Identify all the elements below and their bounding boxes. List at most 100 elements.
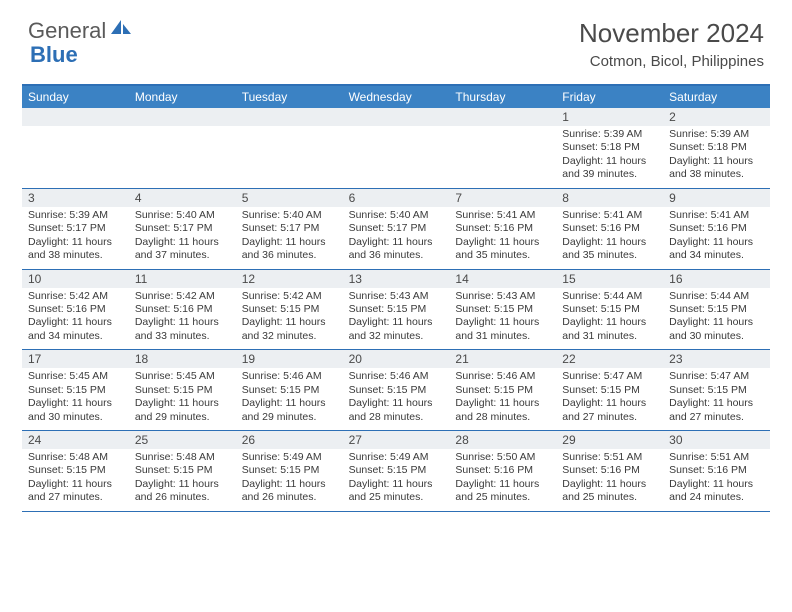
calendar-table: Sunday Monday Tuesday Wednesday Thursday… [22, 84, 770, 512]
day-number-band: 24252627282930 [22, 431, 770, 449]
day-number [343, 108, 450, 126]
day-number: 30 [663, 431, 770, 449]
day-number: 18 [129, 350, 236, 368]
day-cell [449, 126, 556, 188]
day-number: 1 [556, 108, 663, 126]
brand-sail-icon [110, 18, 132, 41]
daylight-text: Daylight: 11 hours and 25 minutes. [349, 478, 444, 505]
sunrise-text: Sunrise: 5:44 AM [669, 290, 764, 303]
sunset-text: Sunset: 5:16 PM [562, 222, 657, 235]
day-number: 2 [663, 108, 770, 126]
sunset-text: Sunset: 5:18 PM [562, 141, 657, 154]
sunset-text: Sunset: 5:15 PM [242, 303, 337, 316]
sunset-text: Sunset: 5:15 PM [669, 384, 764, 397]
weekday-header: Friday [556, 86, 663, 108]
sunrise-text: Sunrise: 5:44 AM [562, 290, 657, 303]
sunset-text: Sunset: 5:16 PM [562, 464, 657, 477]
sunset-text: Sunset: 5:15 PM [28, 464, 123, 477]
day-cell: Sunrise: 5:41 AMSunset: 5:16 PMDaylight:… [449, 207, 556, 269]
day-number: 5 [236, 189, 343, 207]
daylight-text: Daylight: 11 hours and 30 minutes. [28, 397, 123, 424]
sunset-text: Sunset: 5:16 PM [135, 303, 230, 316]
day-number: 15 [556, 270, 663, 288]
day-cell: Sunrise: 5:46 AMSunset: 5:15 PMDaylight:… [449, 368, 556, 430]
daylight-text: Daylight: 11 hours and 30 minutes. [669, 316, 764, 343]
weekday-header: Thursday [449, 86, 556, 108]
week-row: 10111213141516Sunrise: 5:42 AMSunset: 5:… [22, 270, 770, 351]
sunset-text: Sunset: 5:16 PM [669, 464, 764, 477]
day-number: 16 [663, 270, 770, 288]
daylight-text: Daylight: 11 hours and 28 minutes. [455, 397, 550, 424]
sunset-text: Sunset: 5:15 PM [28, 384, 123, 397]
day-cell: Sunrise: 5:49 AMSunset: 5:15 PMDaylight:… [236, 449, 343, 511]
daylight-text: Daylight: 11 hours and 25 minutes. [455, 478, 550, 505]
day-number: 29 [556, 431, 663, 449]
day-cell: Sunrise: 5:48 AMSunset: 5:15 PMDaylight:… [129, 449, 236, 511]
sunset-text: Sunset: 5:15 PM [349, 303, 444, 316]
sunrise-text: Sunrise: 5:42 AM [242, 290, 337, 303]
week-row: 3456789Sunrise: 5:39 AMSunset: 5:17 PMDa… [22, 189, 770, 270]
sunset-text: Sunset: 5:15 PM [242, 464, 337, 477]
day-number: 17 [22, 350, 129, 368]
sunrise-text: Sunrise: 5:42 AM [28, 290, 123, 303]
day-cell: Sunrise: 5:40 AMSunset: 5:17 PMDaylight:… [343, 207, 450, 269]
daylight-text: Daylight: 11 hours and 27 minutes. [562, 397, 657, 424]
sunset-text: Sunset: 5:16 PM [455, 222, 550, 235]
day-cell: Sunrise: 5:42 AMSunset: 5:16 PMDaylight:… [129, 288, 236, 350]
day-number-band: 12 [22, 108, 770, 126]
day-cell: Sunrise: 5:51 AMSunset: 5:16 PMDaylight:… [556, 449, 663, 511]
sunrise-text: Sunrise: 5:41 AM [455, 209, 550, 222]
sunset-text: Sunset: 5:15 PM [349, 384, 444, 397]
week-row: 24252627282930Sunrise: 5:48 AMSunset: 5:… [22, 431, 770, 512]
week-row: 17181920212223Sunrise: 5:45 AMSunset: 5:… [22, 350, 770, 431]
sunset-text: Sunset: 5:15 PM [455, 384, 550, 397]
brand-word-1: General [28, 18, 106, 44]
daylight-text: Daylight: 11 hours and 26 minutes. [242, 478, 337, 505]
day-number: 25 [129, 431, 236, 449]
day-number [236, 108, 343, 126]
day-number [129, 108, 236, 126]
day-cell: Sunrise: 5:47 AMSunset: 5:15 PMDaylight:… [663, 368, 770, 430]
sunrise-text: Sunrise: 5:49 AM [349, 451, 444, 464]
sunrise-text: Sunrise: 5:46 AM [349, 370, 444, 383]
day-cell: Sunrise: 5:46 AMSunset: 5:15 PMDaylight:… [343, 368, 450, 430]
day-cell: Sunrise: 5:45 AMSunset: 5:15 PMDaylight:… [129, 368, 236, 430]
daylight-text: Daylight: 11 hours and 27 minutes. [669, 397, 764, 424]
sunrise-text: Sunrise: 5:39 AM [28, 209, 123, 222]
sunrise-text: Sunrise: 5:50 AM [455, 451, 550, 464]
sunrise-text: Sunrise: 5:47 AM [562, 370, 657, 383]
sunrise-text: Sunrise: 5:45 AM [135, 370, 230, 383]
day-body-band: Sunrise: 5:45 AMSunset: 5:15 PMDaylight:… [22, 368, 770, 430]
week-row: 12Sunrise: 5:39 AMSunset: 5:18 PMDayligh… [22, 108, 770, 189]
day-body-band: Sunrise: 5:48 AMSunset: 5:15 PMDaylight:… [22, 449, 770, 511]
brand-logo: General [28, 18, 134, 44]
sunset-text: Sunset: 5:16 PM [455, 464, 550, 477]
daylight-text: Daylight: 11 hours and 26 minutes. [135, 478, 230, 505]
day-cell: Sunrise: 5:39 AMSunset: 5:17 PMDaylight:… [22, 207, 129, 269]
day-cell: Sunrise: 5:48 AMSunset: 5:15 PMDaylight:… [22, 449, 129, 511]
location-subtitle: Cotmon, Bicol, Philippines [579, 53, 764, 70]
weekday-header: Monday [129, 86, 236, 108]
daylight-text: Daylight: 11 hours and 35 minutes. [562, 236, 657, 263]
day-cell: Sunrise: 5:46 AMSunset: 5:15 PMDaylight:… [236, 368, 343, 430]
daylight-text: Daylight: 11 hours and 31 minutes. [455, 316, 550, 343]
day-cell: Sunrise: 5:49 AMSunset: 5:15 PMDaylight:… [343, 449, 450, 511]
day-cell [129, 126, 236, 188]
day-number: 22 [556, 350, 663, 368]
sunset-text: Sunset: 5:15 PM [455, 303, 550, 316]
daylight-text: Daylight: 11 hours and 37 minutes. [135, 236, 230, 263]
weekday-header: Wednesday [343, 86, 450, 108]
sunset-text: Sunset: 5:15 PM [562, 303, 657, 316]
day-number: 11 [129, 270, 236, 288]
sunset-text: Sunset: 5:15 PM [562, 384, 657, 397]
daylight-text: Daylight: 11 hours and 36 minutes. [242, 236, 337, 263]
day-cell: Sunrise: 5:41 AMSunset: 5:16 PMDaylight:… [556, 207, 663, 269]
day-number: 9 [663, 189, 770, 207]
daylight-text: Daylight: 11 hours and 32 minutes. [349, 316, 444, 343]
sunset-text: Sunset: 5:16 PM [669, 222, 764, 235]
daylight-text: Daylight: 11 hours and 35 minutes. [455, 236, 550, 263]
daylight-text: Daylight: 11 hours and 28 minutes. [349, 397, 444, 424]
day-number [22, 108, 129, 126]
day-cell: Sunrise: 5:50 AMSunset: 5:16 PMDaylight:… [449, 449, 556, 511]
day-cell [22, 126, 129, 188]
